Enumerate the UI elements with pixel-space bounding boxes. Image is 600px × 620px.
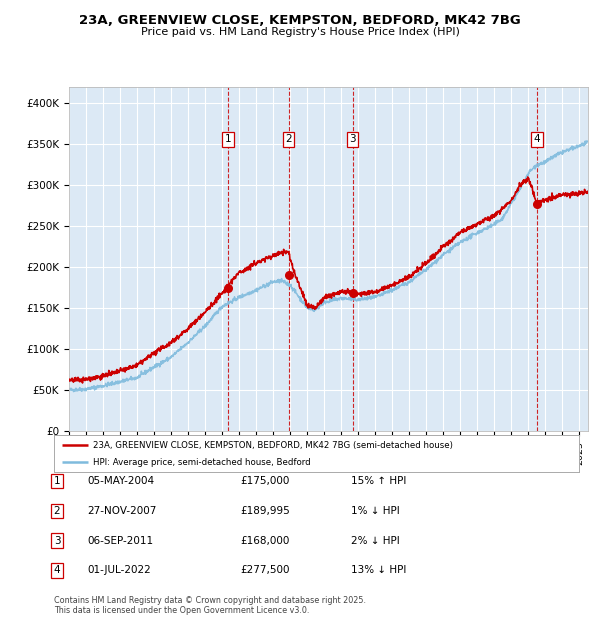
Text: 2% ↓ HPI: 2% ↓ HPI [351,536,400,546]
Text: 27-NOV-2007: 27-NOV-2007 [87,506,157,516]
Text: 06-SEP-2011: 06-SEP-2011 [87,536,153,546]
Text: 15% ↑ HPI: 15% ↑ HPI [351,476,406,486]
Text: 1: 1 [225,135,232,144]
Text: 3: 3 [53,536,61,546]
Text: 1: 1 [53,476,61,486]
Text: 01-JUL-2022: 01-JUL-2022 [87,565,151,575]
Text: 4: 4 [53,565,61,575]
Text: 3: 3 [350,135,356,144]
Text: 23A, GREENVIEW CLOSE, KEMPSTON, BEDFORD, MK42 7BG: 23A, GREENVIEW CLOSE, KEMPSTON, BEDFORD,… [79,14,521,27]
Text: Price paid vs. HM Land Registry's House Price Index (HPI): Price paid vs. HM Land Registry's House … [140,27,460,37]
Text: 4: 4 [533,135,540,144]
Text: 2: 2 [286,135,292,144]
Text: £277,500: £277,500 [240,565,290,575]
Text: 23A, GREENVIEW CLOSE, KEMPSTON, BEDFORD, MK42 7BG (semi-detached house): 23A, GREENVIEW CLOSE, KEMPSTON, BEDFORD,… [94,441,453,450]
Text: £189,995: £189,995 [240,506,290,516]
Text: 2: 2 [53,506,61,516]
Text: £168,000: £168,000 [240,536,289,546]
Text: Contains HM Land Registry data © Crown copyright and database right 2025.
This d: Contains HM Land Registry data © Crown c… [54,596,366,615]
Text: 13% ↓ HPI: 13% ↓ HPI [351,565,406,575]
Text: HPI: Average price, semi-detached house, Bedford: HPI: Average price, semi-detached house,… [94,458,311,467]
Text: 05-MAY-2004: 05-MAY-2004 [87,476,154,486]
Text: 1% ↓ HPI: 1% ↓ HPI [351,506,400,516]
Text: £175,000: £175,000 [240,476,289,486]
